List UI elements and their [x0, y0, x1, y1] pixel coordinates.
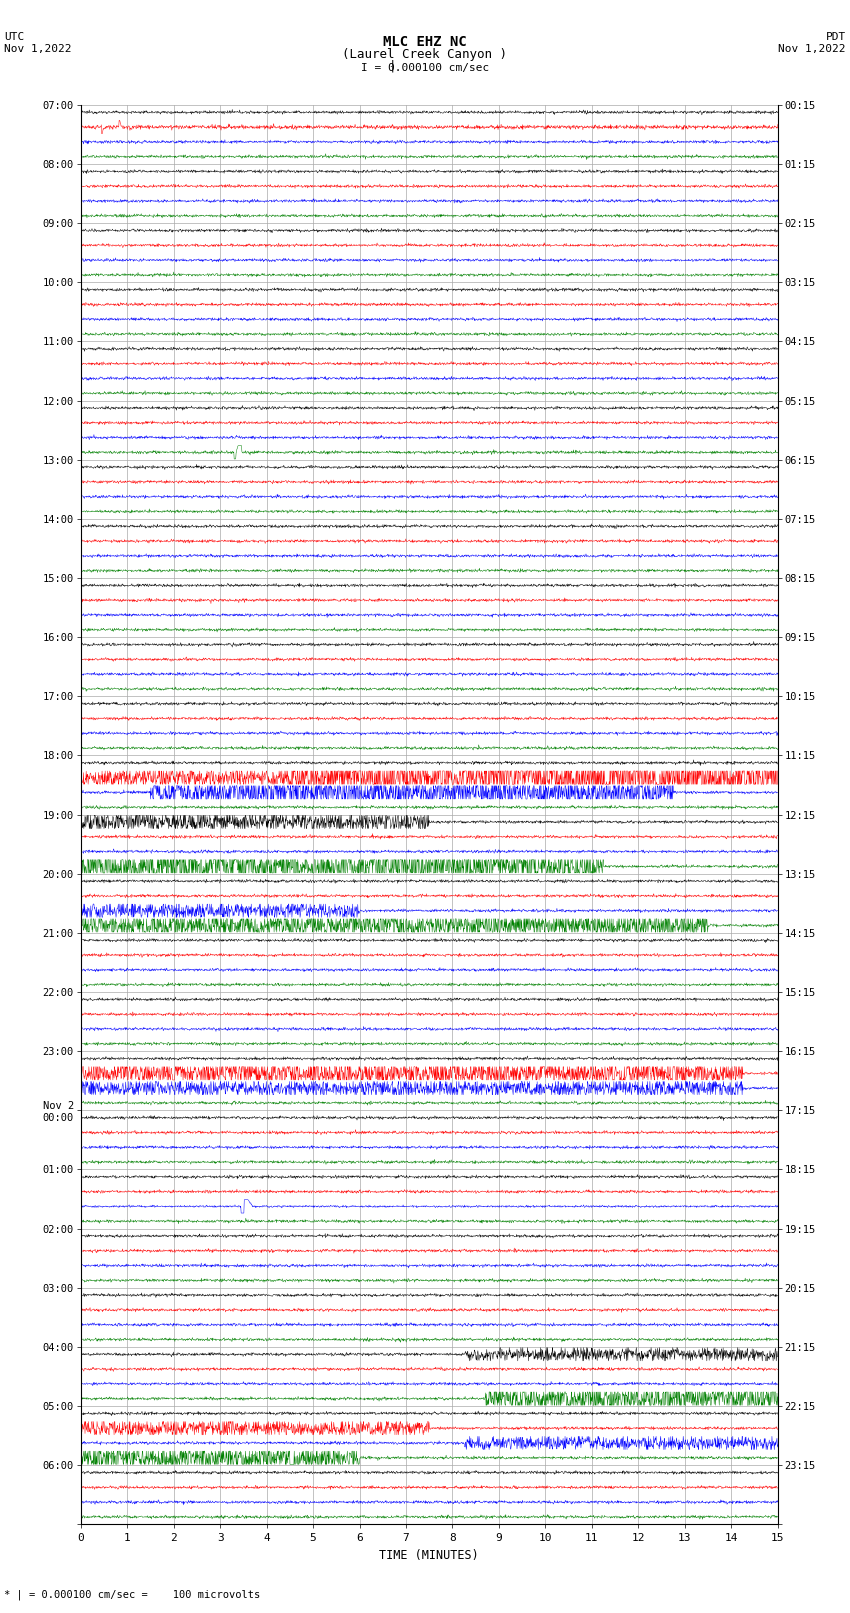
Text: I = 0.000100 cm/sec: I = 0.000100 cm/sec	[361, 63, 489, 73]
Text: |: |	[389, 60, 396, 73]
X-axis label: TIME (MINUTES): TIME (MINUTES)	[379, 1548, 479, 1561]
Text: * | = 0.000100 cm/sec =    100 microvolts: * | = 0.000100 cm/sec = 100 microvolts	[4, 1589, 260, 1600]
Text: UTC
Nov 1,2022: UTC Nov 1,2022	[4, 32, 71, 53]
Text: PDT
Nov 1,2022: PDT Nov 1,2022	[779, 32, 846, 53]
Text: MLC EHZ NC: MLC EHZ NC	[383, 35, 467, 50]
Text: (Laurel Creek Canyon ): (Laurel Creek Canyon )	[343, 48, 507, 61]
